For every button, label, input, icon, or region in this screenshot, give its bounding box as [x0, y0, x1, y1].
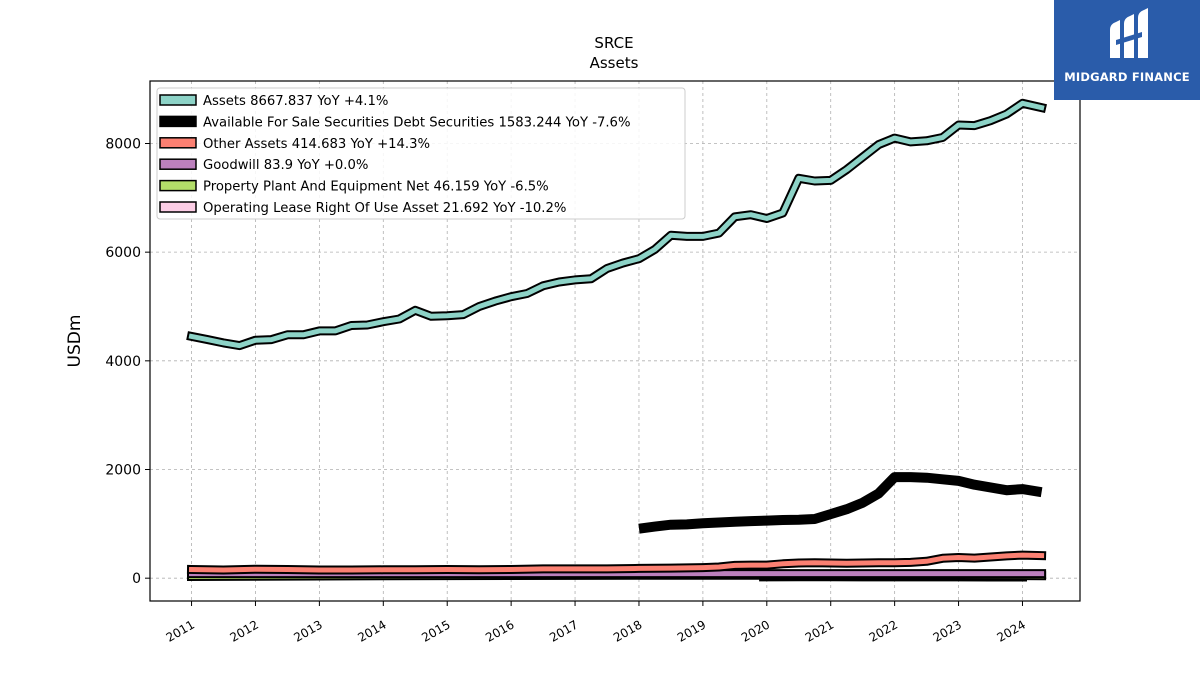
brand-name: MIDGARD FINANCE	[1064, 70, 1190, 84]
x-tick-label: 2020	[739, 617, 772, 644]
legend-label: Assets 8667.837 YoY +4.1%	[203, 94, 388, 109]
legend-swatch	[159, 94, 197, 106]
x-tick-label: 2018	[611, 617, 644, 644]
x-tick-label: 2011	[164, 617, 197, 644]
series-available-for-sale-securities-debt-securities	[638, 472, 1043, 534]
series-line	[638, 472, 1043, 534]
y-tick-label: 6000	[105, 245, 141, 261]
legend: Assets 8667.837 YoY +4.1% Available For S…	[156, 87, 686, 220]
midgard-logo-icon	[1110, 8, 1148, 58]
legend-box	[156, 87, 686, 220]
legend-swatch	[159, 179, 197, 192]
legend-swatch	[159, 201, 197, 213]
x-tick-label: 2021	[803, 617, 836, 644]
legend-swatch	[159, 137, 197, 149]
x-tick-label: 2019	[675, 617, 708, 644]
x-tick-label: 2015	[419, 617, 452, 644]
legend-label: Operating Lease Right Of Use Asset 21.69…	[203, 201, 566, 216]
x-tick-label: 2017	[547, 617, 580, 644]
plot-frame	[149, 80, 1081, 602]
legend-item: Operating Lease Right Of Use Asset 21.69…	[159, 201, 566, 216]
brand-logo: MIDGARD FINANCE	[1054, 0, 1200, 100]
series-assets	[186, 98, 1047, 351]
x-tick-label: 2016	[483, 617, 516, 644]
y-tick-label: 8000	[105, 136, 141, 152]
y-tick-label: 0	[132, 571, 141, 587]
legend-swatch	[159, 158, 197, 170]
x-tick-label: 2013	[291, 617, 324, 644]
legend-swatch	[159, 115, 197, 128]
legend-label: Other Assets 414.683 YoY +14.3%	[203, 137, 430, 152]
series-layer	[186, 98, 1047, 582]
legend-label: Available For Sale Securities Debt Secur…	[203, 115, 630, 130]
x-tick-label: 2023	[931, 617, 964, 644]
legend-item: Goodwill 83.9 YoY +0.0%	[159, 158, 368, 173]
series-line	[188, 100, 1045, 349]
legend-item: Property Plant And Equipment Net 46.159 …	[159, 179, 549, 195]
y-tick-label: 2000	[105, 463, 141, 479]
legend-item: Assets 8667.837 YoY +4.1%	[159, 94, 388, 109]
series-line	[188, 552, 1045, 573]
legend-item: Available For Sale Securities Debt Secur…	[159, 115, 630, 130]
y-axis-label: USDm	[65, 315, 85, 368]
x-tick-label: 2014	[355, 617, 388, 644]
chart-subtitle: Assets	[590, 54, 639, 72]
x-tick-label: 2012	[228, 617, 261, 644]
x-tick-label: 2022	[867, 617, 900, 644]
legend-item: Other Assets 414.683 YoY +14.3%	[159, 137, 430, 152]
chart-title: SRCE	[594, 34, 633, 52]
legend-label: Goodwill 83.9 YoY +0.0%	[203, 158, 368, 173]
x-tick-label: 2024	[995, 617, 1028, 644]
series-other-assets	[186, 550, 1047, 575]
legend-label: Property Plant And Equipment Net 46.159 …	[203, 180, 549, 195]
y-tick-label: 4000	[105, 354, 141, 370]
